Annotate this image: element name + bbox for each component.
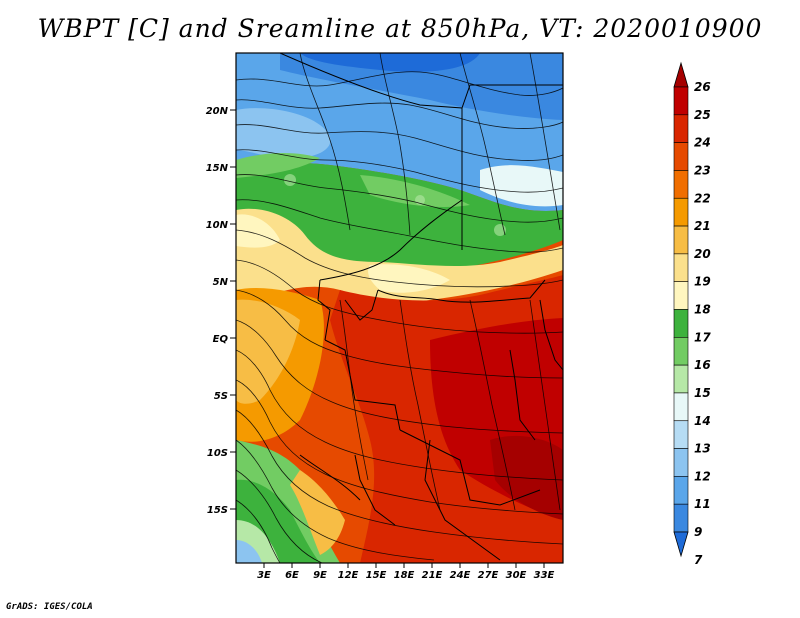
colorbar-swatch [673,197,689,227]
latitude-axis: 20N 15N 10N 5N EQ 5S 10S 15S [206,106,236,516]
colorbar-swatch [673,364,689,394]
lat-label: 20N [206,106,229,117]
colorbar-swatch [673,392,689,422]
colorbar-label: 11 [694,497,711,511]
colorbar-label: 14 [694,414,711,428]
map-frame [235,52,564,564]
colorbar-swatch [673,448,689,477]
colorbar-label: 22 [694,191,711,205]
lon-label: 30E [506,570,527,581]
colorbar-label: 18 [694,303,711,317]
colorbar-label: 26 [694,80,711,94]
colorbar-swatch [673,253,689,282]
lon-label: 9E [313,570,327,581]
lat-label: 15S [207,505,228,516]
lon-label: 3E [257,570,271,581]
colorbar-swatch [673,420,689,449]
lon-label: 27E [478,570,499,581]
colorbar-label: 19 [694,275,711,289]
colorbar-cap-top [673,61,689,88]
colorbar-label: 25 [694,108,711,122]
colorbar-label: 23 [694,163,711,177]
colorbar: 26 25 24 23 22 21 20 19 18 17 16 15 14 13 12 11 9 7 [673,61,711,567]
colorbar-swatch [673,309,689,338]
colorbar-swatch [673,86,689,116]
lon-label: 21E [422,570,443,581]
longitude-axis: 3E 6E 9E 12E 15E 18E 21E 24E 27E 30E 33E [257,563,555,581]
colorbar-label: 24 [694,136,711,150]
country-borders [279,53,563,561]
colorbar-swatch [673,281,689,310]
lat-label: 10S [207,448,228,459]
colorbar-label: 12 [694,469,711,483]
lat-label: 15N [206,163,229,174]
colorbar-swatch [673,142,689,171]
wbpt-field [236,53,563,563]
lon-label: 12E [338,570,359,581]
streamlines [236,53,563,563]
colorbar-label: 9 [694,525,702,539]
lat-label: 5N [213,277,229,288]
colorbar-swatch [673,114,689,143]
colorbar-swatch [673,476,689,505]
lat-label: EQ [213,334,229,345]
lon-label: 18E [394,570,415,581]
lon-label: 33E [534,570,555,581]
colorbar-label: 16 [694,358,711,372]
map-title: WBPT [C] and Sreamline at 850hPa, VT: 20… [37,14,763,43]
colorbar-label: 17 [694,330,711,344]
lon-label: 6E [285,570,299,581]
colorbar-cap-bottom [673,531,689,558]
colorbar-swatch [673,503,689,533]
colorbar-label: 13 [694,442,711,456]
colorbar-swatch [673,225,689,255]
grads-credit: GrADS: IGES/COLA [6,602,93,612]
colorbar-label: 7 [694,553,703,567]
colorbar-label: 15 [694,386,711,400]
lat-label: 5S [214,391,228,402]
lat-label: 10N [206,220,229,231]
lon-label: 24E [450,570,471,581]
colorbar-label: 20 [694,247,711,261]
colorbar-label: 21 [694,219,711,233]
lon-label: 15E [366,570,387,581]
colorbar-swatch [673,337,689,366]
colorbar-swatch [673,170,689,199]
